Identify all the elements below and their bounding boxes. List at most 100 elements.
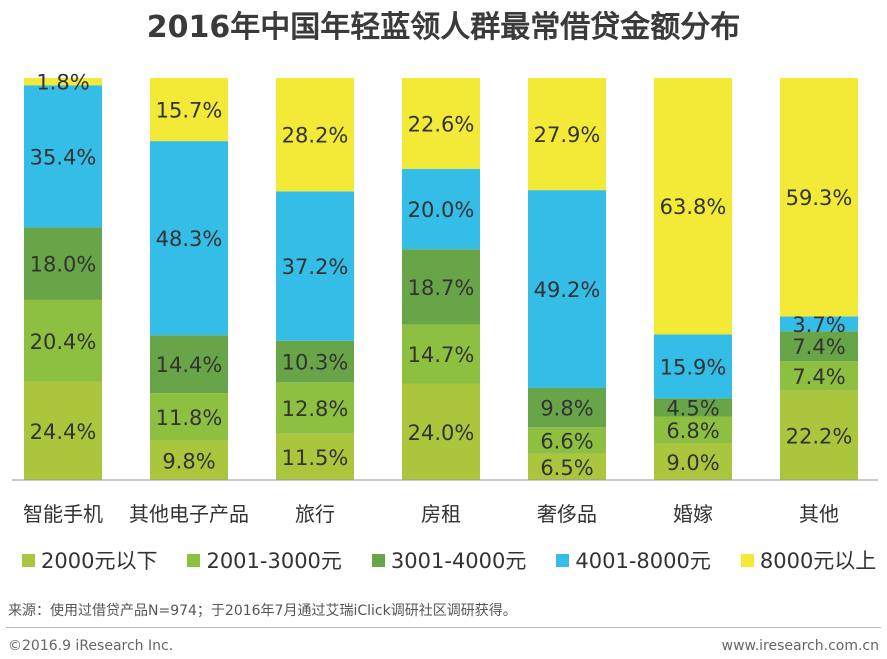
bar-segment <box>402 324 480 384</box>
legend-label: 2001-3000元 <box>206 549 342 573</box>
data-label: 6.8% <box>666 419 719 443</box>
bar-segment <box>780 316 858 332</box>
bar-segment <box>528 427 606 454</box>
data-label: 11.5% <box>282 446 349 470</box>
bar-segment <box>402 383 480 480</box>
bar-segment <box>780 390 858 480</box>
data-label: 18.0% <box>30 253 97 277</box>
bar-segment <box>654 416 732 444</box>
x-tick-label: 房租 <box>421 502 461 526</box>
chart-legend: 2000元以下 2001-3000元 3001-4000元 4001-8000元 800… <box>22 545 876 575</box>
data-label: 6.5% <box>540 456 593 480</box>
data-label: 24.0% <box>408 421 475 445</box>
x-tick-label: 旅行 <box>295 502 335 526</box>
bar-segment <box>150 78 228 142</box>
data-label: 15.7% <box>156 99 223 123</box>
bar-segment <box>402 168 480 250</box>
bar-segment <box>654 398 732 417</box>
data-label: 15.9% <box>660 355 727 379</box>
data-label: 14.7% <box>408 343 475 367</box>
legend-label: 3001-4000元 <box>390 549 527 573</box>
data-label: 28.2% <box>282 124 349 148</box>
data-label: 7.4% <box>792 365 845 389</box>
bar-segment <box>528 78 606 191</box>
stacked-bar-chart: 24.4% 20.4% 18.0% 35.4% 1.8% 9.8% 11.8% 14.4% 48… <box>12 71 878 526</box>
legend-label: 2000元以下 <box>41 549 158 573</box>
bar-segment <box>24 381 102 480</box>
legend-item: 4001-8000元 <box>556 545 711 575</box>
data-label: 3.7% <box>792 313 845 337</box>
data-label: 59.3% <box>786 186 853 210</box>
website-link[interactable]: www.iresearch.com.cn <box>721 638 879 654</box>
bar-segment <box>24 227 102 300</box>
data-label: 12.8% <box>282 397 349 421</box>
x-tick-label: 智能手机 <box>23 502 103 526</box>
x-tick-label: 其他电子产品 <box>129 502 249 526</box>
data-label: 48.3% <box>156 227 223 251</box>
legend-swatch <box>187 553 201 567</box>
data-label: 1.8% <box>36 71 89 95</box>
legend-swatch <box>371 553 385 567</box>
data-label: 22.2% <box>786 424 853 448</box>
bar-segment <box>780 78 858 317</box>
bar-segment <box>654 78 732 335</box>
bar-segment <box>402 249 480 325</box>
bar-segment <box>24 299 102 382</box>
copyright-text: ©2016.9 iResearch Inc. <box>8 638 174 654</box>
chart-title: 2016年中国年轻蓝领人群最常借贷金额分布 <box>146 10 741 45</box>
bar-segment <box>528 190 606 388</box>
legend-item: 2000元以下 <box>22 545 157 575</box>
legend-label: 8000元以上 <box>759 549 877 573</box>
source-note: 来源：使用过借贷产品N=974；于2016年7月通过艾瑞iClick调研社区调研… <box>8 603 517 619</box>
data-label: 20.4% <box>30 330 97 354</box>
x-tick-labels-group: 智能手机 其他电子产品 旅行 房租 奢侈品 婚嫁 其他 <box>23 502 839 526</box>
data-label: 14.4% <box>156 353 223 377</box>
data-label: 9.0% <box>666 451 719 475</box>
bar-segment <box>528 453 606 480</box>
data-label: 27.9% <box>534 123 601 147</box>
data-label: 6.6% <box>540 430 593 454</box>
legend-item: 2001-3000元 <box>187 545 342 575</box>
bar-segment <box>528 387 606 428</box>
bar-segment <box>24 85 102 228</box>
legend-item: 8000元以上 <box>740 545 877 575</box>
bar-segment <box>276 433 354 480</box>
bar-segment <box>402 78 480 169</box>
bar-segment <box>276 191 354 341</box>
legend-swatch <box>22 553 35 567</box>
bar-segment <box>150 335 228 394</box>
data-label: 37.2% <box>282 255 349 279</box>
data-label: 9.8% <box>540 397 593 421</box>
data-label: 18.7% <box>408 276 475 300</box>
data-label: 9.8% <box>162 449 215 473</box>
footer-divider <box>6 627 881 628</box>
data-label: 63.8% <box>660 195 727 219</box>
data-label: 4.5% <box>666 396 719 420</box>
data-label: 10.3% <box>282 351 349 375</box>
bar-labels-group: 24.4% 20.4% 18.0% 35.4% 1.8% 9.8% 11.8% 14.4% 48… <box>30 71 853 480</box>
bar-segment <box>276 382 354 434</box>
data-label: 7.4% <box>792 335 845 359</box>
bar-segment <box>150 440 228 480</box>
x-tick-label: 其他 <box>799 502 839 526</box>
bar-segment <box>276 340 354 383</box>
x-tick-label: 奢侈品 <box>537 502 597 526</box>
bar-segment <box>654 334 732 399</box>
data-label: 35.4% <box>30 145 97 169</box>
bar-segment <box>780 331 858 362</box>
bar-segment <box>654 443 732 480</box>
legend-item: 3001-4000元 <box>371 545 527 575</box>
data-label: 22.6% <box>408 112 475 136</box>
x-tick-label: 婚嫁 <box>673 502 713 526</box>
legend-swatch <box>556 553 570 567</box>
legend-swatch <box>740 553 754 567</box>
bar-segment <box>780 361 858 391</box>
bar-segment <box>150 141 228 336</box>
data-label: 24.4% <box>30 420 97 444</box>
data-label: 20.0% <box>408 198 475 222</box>
data-label: 49.2% <box>534 278 601 302</box>
bar-segment <box>276 78 354 192</box>
data-label: 11.8% <box>156 406 223 430</box>
bars-group <box>24 78 858 480</box>
bar-segment <box>24 78 102 86</box>
